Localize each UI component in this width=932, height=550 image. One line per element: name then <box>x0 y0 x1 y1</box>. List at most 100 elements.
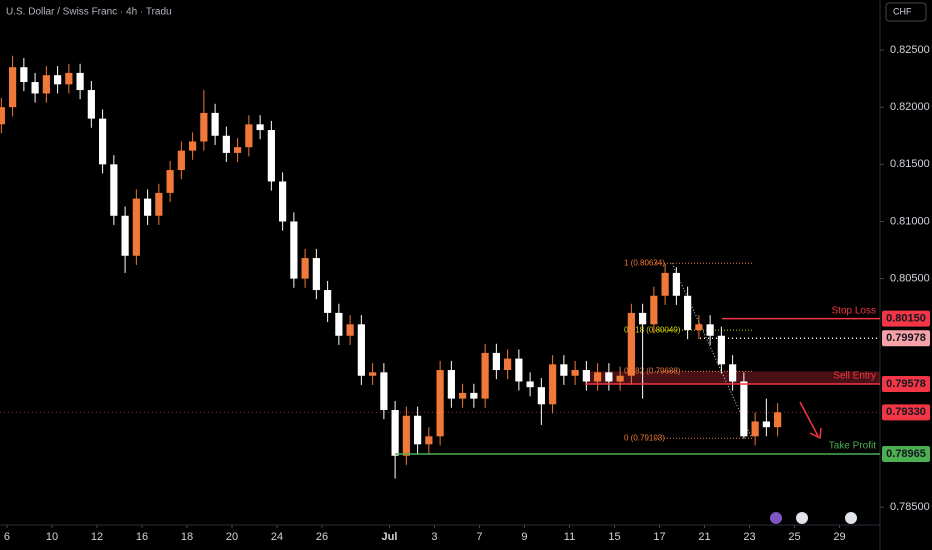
icon <box>796 512 808 524</box>
price-badge-label: 0.79978 <box>886 332 926 344</box>
candle-body <box>301 258 309 279</box>
icon <box>845 512 857 524</box>
candle-body <box>571 370 579 376</box>
chart-title: U.S. Dollar / Swiss Franc · 4h · Tradu <box>6 7 172 18</box>
x-tick-label: 15 <box>608 531 620 543</box>
x-tick-label: 12 <box>91 531 103 543</box>
candle-body <box>222 135 230 153</box>
candle-body <box>20 67 28 83</box>
candle-body <box>740 381 748 437</box>
candle-body <box>256 124 264 131</box>
candle-body <box>380 372 388 411</box>
candle-body <box>616 375 624 382</box>
candle-body <box>155 192 163 216</box>
candle-body <box>560 364 568 376</box>
x-tick-label: 18 <box>181 531 193 543</box>
level-name: Take Profit <box>829 441 876 452</box>
y-tick-label: 0.80500 <box>890 273 930 285</box>
y-tick-label: 0.81000 <box>890 215 930 227</box>
candle-body <box>549 364 557 405</box>
y-tick-label: 0.78500 <box>890 501 930 513</box>
x-tick-label: 6 <box>4 531 10 543</box>
candle-body <box>279 181 287 222</box>
candle-body <box>110 164 118 216</box>
price-badge-label: 0.78965 <box>886 448 926 460</box>
candle-body <box>234 147 242 153</box>
candle-body <box>324 290 332 313</box>
fib-label: 0.618 (0.80049) <box>624 325 681 334</box>
price-badge <box>882 310 930 327</box>
x-tick-label: 23 <box>743 531 755 543</box>
candle-body <box>65 72 73 85</box>
y-tick-label: 0.81500 <box>890 158 930 170</box>
price-badge-label: 0.79330 <box>886 406 926 418</box>
x-tick-label: Jul <box>382 531 398 543</box>
candle-body <box>774 412 782 428</box>
candle-body <box>121 215 129 256</box>
candle-body <box>515 358 523 382</box>
y-tick-label: 0.82000 <box>890 101 930 113</box>
candle-body <box>684 295 692 331</box>
fib-label: 0 (0.79103) <box>624 433 665 442</box>
fib-label: 1 (0.80634) <box>624 258 665 267</box>
candle-body <box>335 312 343 336</box>
candle-body <box>447 370 455 399</box>
candle-body <box>605 372 613 382</box>
x-tick-label: 25 <box>788 531 800 543</box>
candle-body <box>459 392 467 399</box>
x-tick-label: 3 <box>431 531 437 543</box>
x-tick-label: 16 <box>136 531 148 543</box>
candle-body <box>537 387 545 405</box>
candle-body <box>211 112 219 136</box>
price-badge <box>882 446 930 463</box>
price-badge <box>882 404 930 421</box>
x-tick-label: 9 <box>521 531 527 543</box>
candle-body <box>436 370 444 437</box>
candle-body <box>31 82 39 94</box>
candle-body <box>357 324 365 376</box>
candle-body <box>99 118 107 165</box>
candle-body <box>9 67 17 108</box>
y-tick-label: 0.82500 <box>890 44 930 56</box>
candle-body <box>504 358 512 371</box>
candle-body <box>177 150 185 171</box>
x-tick-label: 11 <box>564 531 575 543</box>
price-badge-label: 0.80150 <box>886 313 926 325</box>
fib-trend <box>671 263 753 439</box>
candle-body <box>245 124 253 148</box>
currency[interactable]: CHF <box>893 6 912 16</box>
candle-body <box>762 421 770 428</box>
candle-body <box>627 312 635 376</box>
candle-body <box>369 372 377 376</box>
candle-body <box>189 141 197 151</box>
level-name: Stop Loss <box>832 305 876 316</box>
bottom-icons <box>770 512 857 524</box>
price-badge <box>882 330 930 347</box>
candle-body <box>267 130 275 182</box>
candle-body <box>661 272 669 296</box>
candle-body <box>144 198 152 216</box>
candle-body <box>54 75 62 85</box>
candle-body <box>200 112 208 142</box>
x-tick-label: 21 <box>698 531 710 543</box>
icon <box>770 512 782 524</box>
fib-label: 0.382 (0.79688) <box>624 367 681 376</box>
candle-body <box>42 75 50 94</box>
candle-body <box>414 415 422 445</box>
candle-body <box>717 335 725 365</box>
candle-body <box>425 436 433 445</box>
candle-body <box>470 392 478 399</box>
candle-body <box>582 370 590 382</box>
candle-body <box>290 221 298 279</box>
candle-body <box>402 415 410 456</box>
candle-body <box>672 272 680 296</box>
candle-body <box>650 295 658 325</box>
x-tick-label: 24 <box>271 531 283 543</box>
plot: 1 (0.80634) 0.618 (0.80049) 0.382 (0.79688… <box>0 55 880 479</box>
x-tick-label: 29 <box>833 531 845 543</box>
candle-body <box>481 352 489 399</box>
candle-body <box>492 352 500 371</box>
candle-body <box>751 421 759 437</box>
price-badge <box>882 375 930 392</box>
